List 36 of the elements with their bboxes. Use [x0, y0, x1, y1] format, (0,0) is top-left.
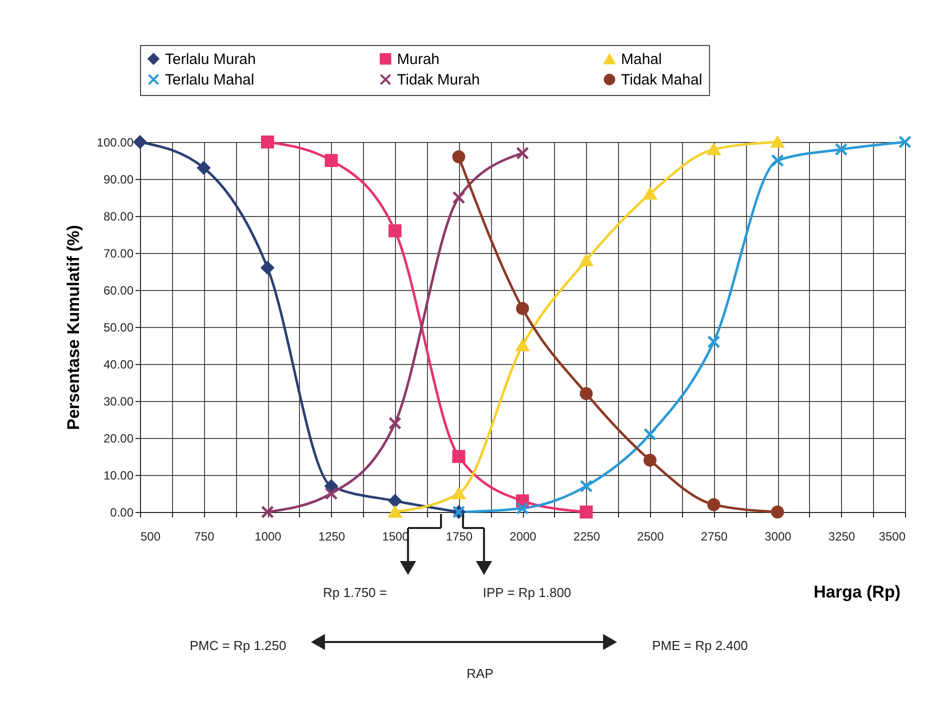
x-tick-label: 750: [194, 530, 215, 544]
legend-label: Murah: [397, 50, 440, 68]
y-tick-label: 70.00: [103, 246, 134, 260]
y-axis-title: Persentase Kumulatif (%): [64, 225, 83, 430]
x-tick-label: 3500: [878, 530, 906, 544]
x-tick-label: 1250: [318, 530, 346, 544]
x-tick-label: 3000: [764, 530, 792, 544]
x-tick-label: 500: [140, 530, 161, 544]
legend-label: Terlalu Murah: [165, 50, 256, 68]
y-tick-label: 0.00: [110, 506, 134, 520]
x-tick-label: 1750: [446, 530, 473, 544]
y-tick-label: 40.00: [103, 358, 134, 372]
y-tick-label: 60.00: [103, 284, 134, 298]
y-tick-label: 90.00: [103, 172, 134, 186]
legend-label: Terlalu Mahal: [165, 72, 254, 88]
y-tick-label: 30.00: [103, 394, 134, 408]
y-tick-label: 50.00: [103, 320, 134, 334]
x-tick-label: 2750: [700, 530, 728, 544]
x-tick-label: 2000: [510, 530, 537, 544]
text: PMC = Rp 1.250: [190, 638, 286, 653]
x-tick-label: 1000: [254, 530, 282, 544]
legend-label: Mahal: [621, 51, 662, 68]
x-tick-label: 3250: [828, 530, 856, 544]
x-axis-title: Harga (Rp): [814, 582, 900, 602]
legend-label: Tidak Murah: [397, 72, 480, 88]
y-tick-label: 100.00: [96, 136, 134, 150]
y-tick-label: 20.00: [103, 432, 134, 446]
y-tick-label: 10.00: [103, 468, 134, 482]
legend-label: Tidak Mahal: [621, 72, 702, 88]
text: RAP: [466, 666, 494, 681]
x-tick-label: 2250: [573, 530, 600, 544]
text: IPP = Rp 1.800: [482, 585, 572, 600]
y-tick-label: 80.00: [103, 210, 134, 224]
text: PME = Rp 2.400: [652, 638, 748, 653]
x-tick-label: 2500: [637, 530, 664, 544]
text: Rp 1.750 =: [323, 585, 387, 600]
